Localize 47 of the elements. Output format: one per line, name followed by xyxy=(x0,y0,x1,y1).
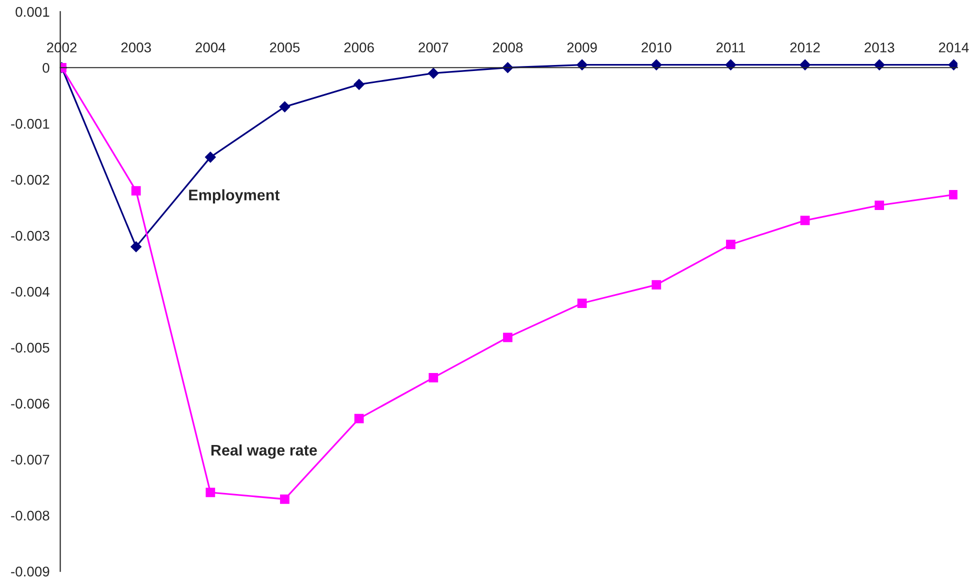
point xyxy=(280,494,290,504)
point xyxy=(652,280,662,290)
point xyxy=(204,152,216,163)
y-tick-label: -0.009 xyxy=(11,566,50,577)
x-tick-label: 2004 xyxy=(196,42,226,52)
point xyxy=(576,59,588,70)
point xyxy=(874,200,884,210)
y-tick-label: -0.004 xyxy=(11,286,50,297)
y-tick-label: 0 xyxy=(42,62,50,73)
x-tick-label: 2012 xyxy=(790,42,820,52)
point xyxy=(800,216,810,226)
point xyxy=(428,373,438,382)
y-tick-label: -0.006 xyxy=(11,398,50,409)
y-tick-label: -0.005 xyxy=(11,342,50,353)
series-label: Real wage rate xyxy=(211,444,317,459)
point xyxy=(503,332,512,342)
point xyxy=(206,488,216,498)
y-tick-label: -0.008 xyxy=(11,510,50,521)
x-tick-label: 2003 xyxy=(121,42,151,52)
y-tick-label: -0.003 xyxy=(11,230,50,241)
x-tick-label: 2013 xyxy=(864,42,894,52)
point xyxy=(279,101,290,112)
point xyxy=(800,59,810,70)
y-tick-label: -0.001 xyxy=(11,118,50,129)
point xyxy=(726,240,736,250)
x-tick-label: 2009 xyxy=(567,42,597,52)
x-tick-label: 2006 xyxy=(344,42,374,52)
x-tick-label: 2010 xyxy=(642,42,672,52)
series-label: Employment xyxy=(189,189,280,204)
x-tick-label: 2005 xyxy=(270,42,300,52)
point xyxy=(650,59,662,70)
point xyxy=(577,298,587,308)
y-tick-label: 0.001 xyxy=(16,6,50,17)
x-tick-label: 2007 xyxy=(418,42,448,52)
x-tick-label: 2008 xyxy=(492,42,523,52)
y-tick-label: -0.002 xyxy=(11,174,50,185)
point xyxy=(874,59,885,70)
point xyxy=(354,78,364,90)
x-tick-label: 2014 xyxy=(938,42,969,52)
point xyxy=(428,68,439,79)
point xyxy=(949,190,958,200)
x-tick-label: 2011 xyxy=(716,42,745,52)
point xyxy=(131,186,141,196)
point xyxy=(130,241,142,252)
point xyxy=(354,414,364,424)
point xyxy=(725,59,736,70)
y-tick-label: -0.007 xyxy=(11,454,50,465)
